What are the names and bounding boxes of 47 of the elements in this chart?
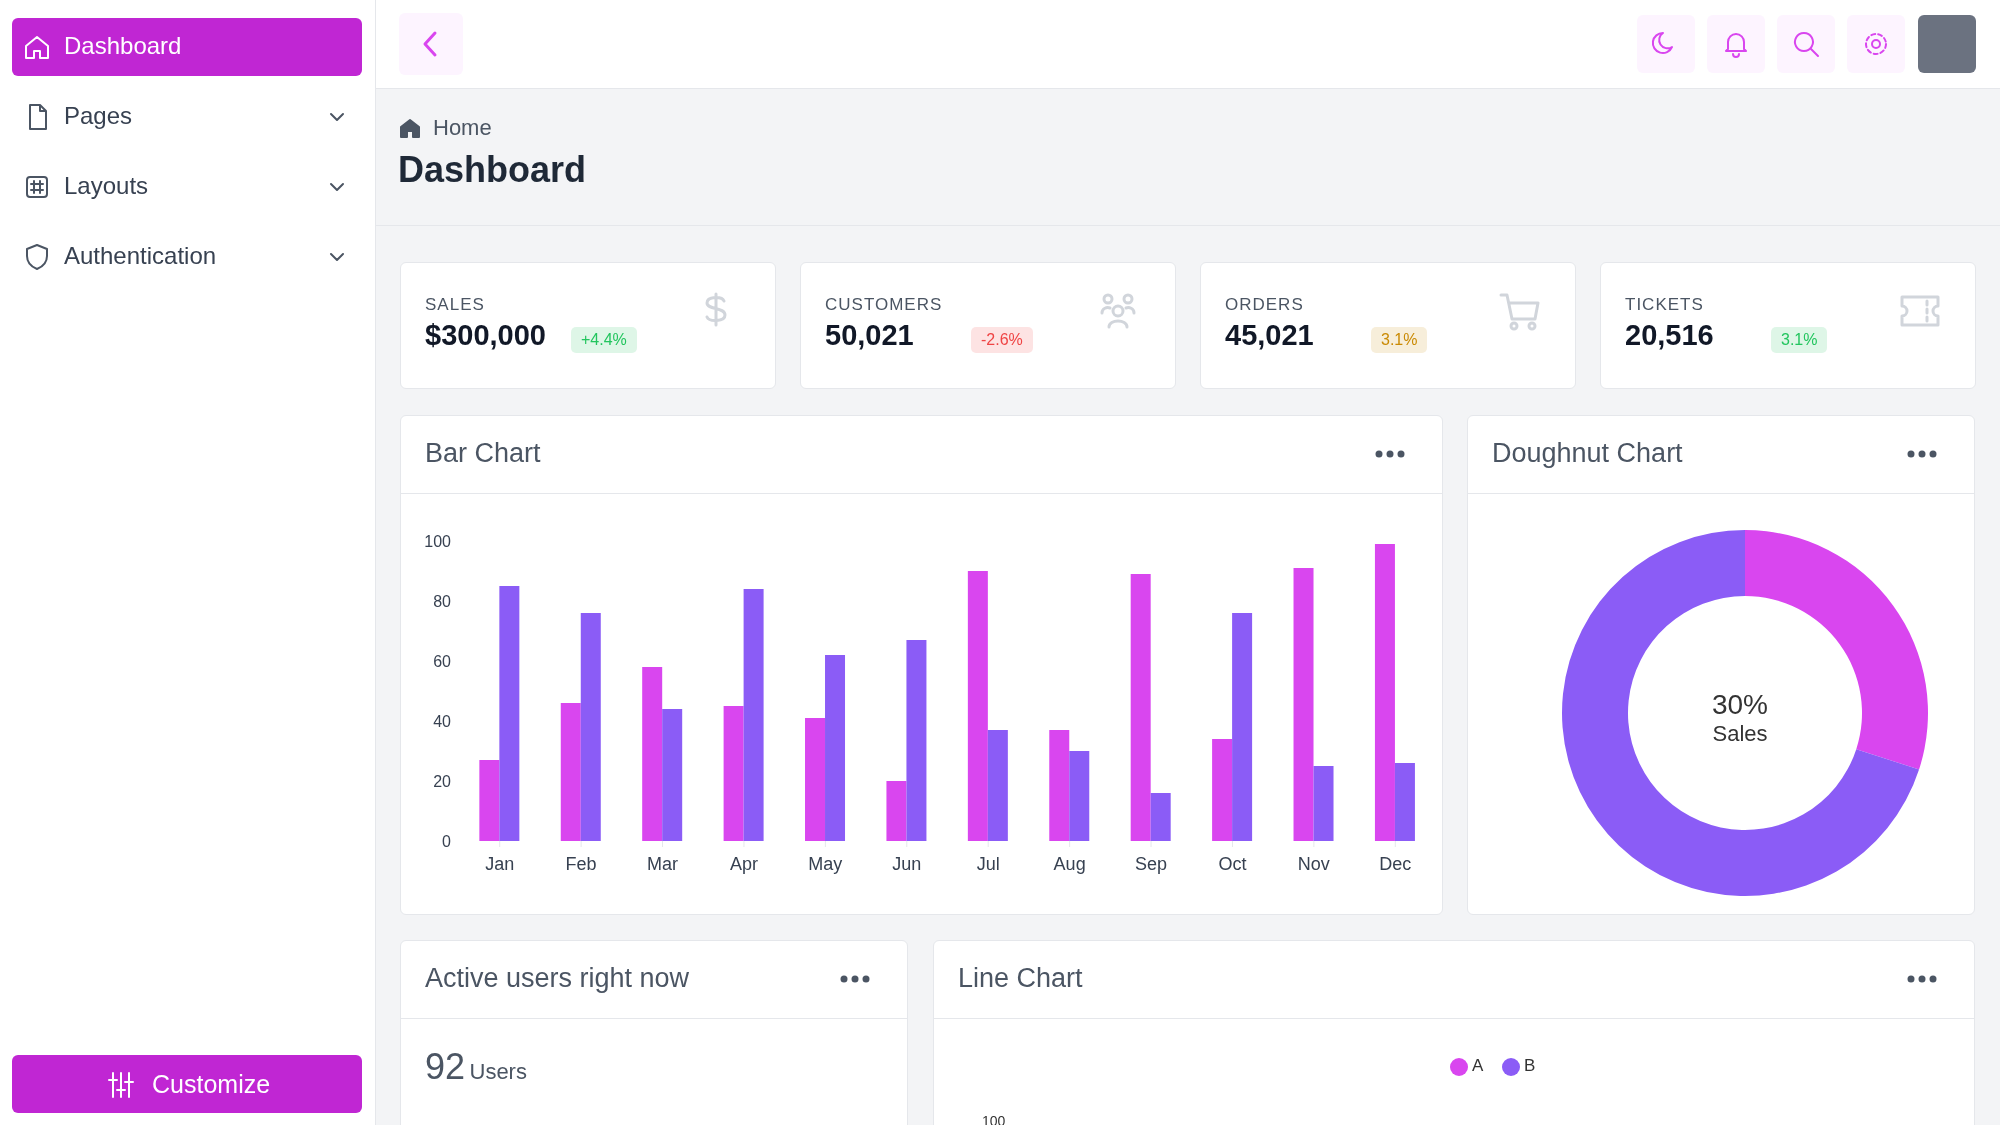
text: 50,021 <box>825 319 914 352</box>
text: Dashboard <box>64 32 182 60</box>
text: Home <box>433 115 492 141</box>
x-tick-label: Dec <box>1379 853 1412 874</box>
x-tick-label: Jul <box>976 853 1000 874</box>
text: 20,516 <box>1625 319 1714 352</box>
x-tick-label: Feb <box>565 853 597 874</box>
x-tick-label: Jun <box>892 853 922 874</box>
text: B <box>1524 1056 1536 1076</box>
text: Sales <box>1711 721 1769 747</box>
text: CUSTOMERS <box>825 295 943 315</box>
text: Users <box>469 1059 527 1084</box>
text: -2.6% <box>971 327 1033 353</box>
x-tick-label: Jan <box>485 853 515 874</box>
text: SALES <box>425 295 485 315</box>
text: Dashboard <box>398 149 587 191</box>
y-tick-label: 0 <box>442 832 452 850</box>
text: Line Chart <box>958 963 1083 994</box>
text: Layouts <box>64 172 149 200</box>
text: $300,000 <box>425 319 546 352</box>
chart-title: Doughnut Chart <box>1492 438 1683 469</box>
text: 92 <box>425 1046 466 1087</box>
chart-title: Bar Chart <box>425 438 541 469</box>
y-tick-label: 60 <box>433 652 452 670</box>
text: 45,021 <box>1225 319 1314 352</box>
y-tick-label: 40 <box>433 712 452 730</box>
text: Customize <box>152 1070 271 1099</box>
text: A <box>1472 1056 1484 1076</box>
x-tick-label: Oct <box>1218 853 1247 874</box>
text: ORDERS <box>1225 295 1304 315</box>
text: +4.4% <box>571 327 637 353</box>
text: Pages <box>64 102 133 130</box>
y-tick-label: 20 <box>433 772 452 790</box>
x-tick-label: Sep <box>1135 853 1168 874</box>
x-tick-label: Aug <box>1053 853 1086 874</box>
x-tick-label: May <box>808 853 843 874</box>
y-tick-label: 100 <box>424 532 452 550</box>
x-tick-label: Apr <box>729 853 758 874</box>
y-tick-label: 80 <box>433 592 452 610</box>
x-tick-label: Mar <box>647 853 679 874</box>
text: 3.1% <box>1371 327 1428 353</box>
text: Active users right now <box>425 963 690 994</box>
text: 30% <box>1710 689 1769 721</box>
x-tick-label: Nov <box>1297 853 1330 874</box>
text: 3.1% <box>1771 327 1828 353</box>
text: Authentication <box>64 242 217 270</box>
text: TICKETS <box>1625 295 1704 315</box>
